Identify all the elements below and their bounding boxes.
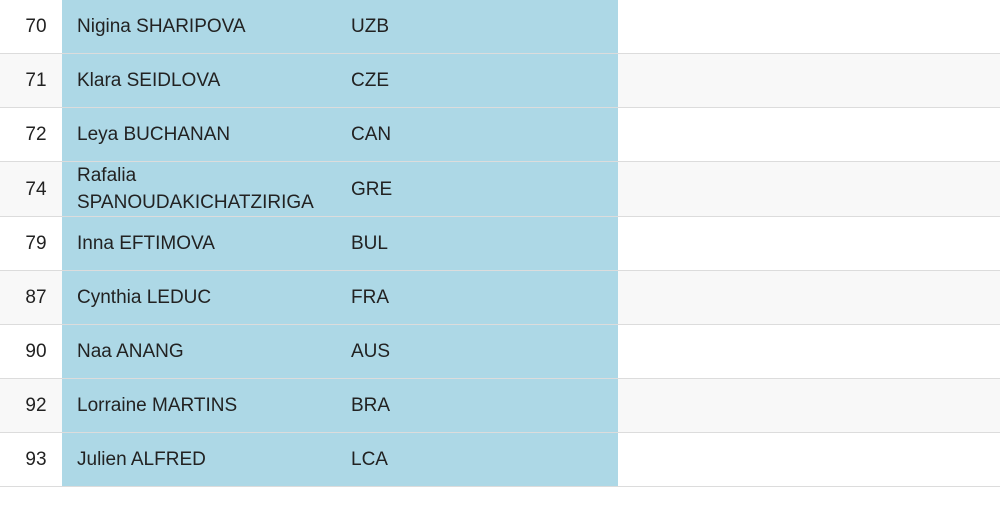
empty-cell: [618, 108, 1000, 162]
empty-cell: [618, 379, 1000, 433]
rank-cell: 92: [25, 395, 47, 416]
table-row: 92 Lorraine MARTINS BRA: [0, 378, 1000, 433]
rank-cell: 93: [25, 449, 47, 470]
empty-cell: [618, 271, 1000, 325]
empty-cell: [618, 433, 1000, 487]
country-code: BRA: [351, 378, 618, 433]
athlete-name: Inna EFTIMOVA: [62, 216, 351, 271]
athlete-name: Klara SEIDLOVA: [62, 53, 351, 108]
athlete-name: Lorraine MARTINS: [62, 378, 351, 433]
athlete-name: Leya BUCHANAN: [62, 107, 351, 162]
athlete-name: Naa ANANG: [62, 324, 351, 379]
empty-cell: [618, 54, 1000, 108]
empty-cell: [618, 217, 1000, 271]
rank-cell: 71: [25, 70, 47, 91]
empty-cell: [618, 0, 1000, 54]
country-code: FRA: [351, 270, 618, 325]
table-row: 74 Rafalia SPANOUDAKICHATZIRIGA GRE: [0, 161, 1000, 217]
table-row: 87 Cynthia LEDUC FRA: [0, 270, 1000, 325]
country-code: CAN: [351, 107, 618, 162]
rank-cell: 72: [25, 124, 47, 145]
country-code: CZE: [351, 53, 618, 108]
country-code: UZB: [351, 0, 618, 54]
table-row: 71 Klara SEIDLOVA CZE: [0, 53, 1000, 108]
empty-cell: [618, 325, 1000, 379]
rank-cell: 74: [25, 178, 47, 200]
results-table: 70 Nigina SHARIPOVA UZB 71 Klara SEIDLOVA CZE…: [0, 0, 1000, 487]
rank-cell: 79: [25, 233, 47, 254]
athlete-name: Cynthia LEDUC: [62, 270, 351, 325]
table-row: 90 Naa ANANG AUS: [0, 324, 1000, 379]
athlete-name: Julien ALFRED: [62, 432, 351, 487]
country-code: GRE: [351, 161, 618, 217]
table-row: 79 Inna EFTIMOVA BUL: [0, 216, 1000, 271]
table-row: 93 Julien ALFRED LCA: [0, 432, 1000, 487]
rank-cell: 70: [25, 16, 47, 37]
rank-cell: 90: [25, 341, 47, 362]
country-code: LCA: [351, 432, 618, 487]
country-code: AUS: [351, 324, 618, 379]
athlete-name: Rafalia SPANOUDAKICHATZIRIGA: [62, 161, 351, 217]
athlete-name: Nigina SHARIPOVA: [62, 0, 351, 54]
country-code: BUL: [351, 216, 618, 271]
rank-cell: 87: [25, 287, 47, 308]
table-row: 70 Nigina SHARIPOVA UZB: [0, 0, 1000, 54]
table-row: 72 Leya BUCHANAN CAN: [0, 107, 1000, 162]
empty-cell: [618, 162, 1000, 217]
